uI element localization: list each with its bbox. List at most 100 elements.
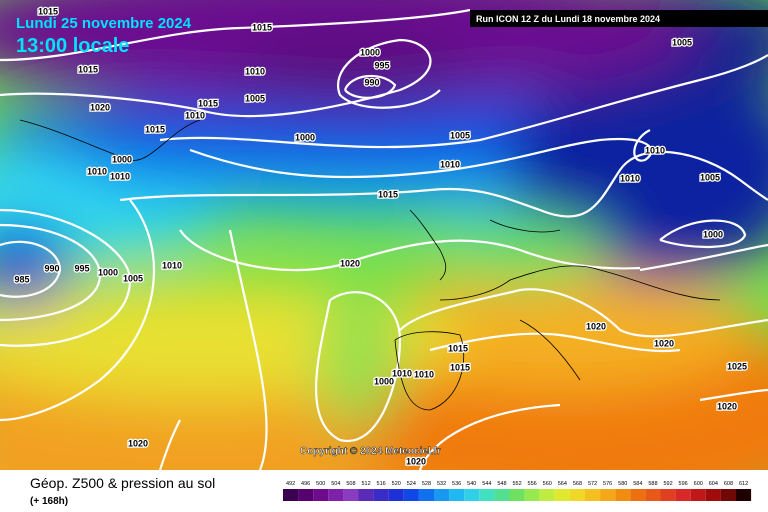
scale-swatch [313, 489, 329, 501]
scale-label: 556 [528, 481, 537, 487]
isobar-label: 1015 [38, 6, 58, 16]
scale-label: 584 [633, 481, 642, 487]
isobar-label: 1025 [727, 361, 747, 371]
isobar-label: 1020 [654, 338, 674, 348]
scale-label: 524 [407, 481, 416, 487]
isobar-label: 990 [44, 263, 59, 273]
isobar-label: 1015 [448, 343, 468, 353]
isobar-label: 985 [14, 274, 29, 284]
scale-label: 568 [573, 481, 582, 487]
scale-label: 612 [739, 481, 748, 487]
scale-swatch [615, 489, 631, 501]
isobar-label: 1000 [374, 376, 394, 386]
scale-label: 572 [588, 481, 597, 487]
scale-swatch [464, 489, 480, 501]
scale-label: 540 [467, 481, 476, 487]
isobar-label: 1010 [440, 159, 460, 169]
scale-label: 508 [346, 481, 355, 487]
scale-label: 500 [316, 481, 325, 487]
isobar-label: 1010 [162, 260, 182, 270]
scale-label: 600 [694, 481, 703, 487]
isobar-label: 1020 [586, 321, 606, 331]
coastlines [19, 119, 721, 411]
scale-swatch [630, 489, 646, 501]
run-label: Run ICON 12 Z du Lundi 18 novembre 2024 [476, 14, 660, 24]
scale-label: 528 [422, 481, 431, 487]
isobar-label: 1010 [414, 369, 434, 379]
scale-label: 576 [603, 481, 612, 487]
isobar-label: 1000 [295, 132, 315, 142]
scale-label: 604 [709, 481, 718, 487]
scale-swatch [298, 489, 314, 501]
footer-title: Géop. Z500 & pression au sol [30, 475, 215, 491]
scale-label: 544 [482, 481, 491, 487]
isobar-label: 1010 [645, 145, 665, 155]
scale-label: 592 [663, 481, 672, 487]
scale-label: 492 [286, 481, 295, 487]
scale-swatch [403, 489, 419, 501]
scale-label: 496 [301, 481, 310, 487]
scale-label: 536 [452, 481, 461, 487]
isobar-label: 1005 [672, 37, 692, 47]
scale-swatch [675, 489, 691, 501]
scale-label: 596 [679, 481, 688, 487]
scale-swatch [343, 489, 359, 501]
isobars [0, 8, 768, 470]
scale-swatch [449, 489, 465, 501]
scale-label: 564 [558, 481, 567, 487]
isobar-labels: 1015 1015 1000 995 990 1010 1005 1015 1020 1015 10… [13, 5, 748, 468]
scale-swatch [479, 489, 495, 501]
scale-swatch [328, 489, 344, 501]
isobar-label: 1000 [112, 154, 132, 164]
scale-label: 512 [361, 481, 370, 487]
scale-label: 588 [648, 481, 657, 487]
isobar-label: 1020 [406, 456, 426, 466]
isobar-label: 990 [364, 77, 379, 87]
scale-swatch [509, 489, 525, 501]
scale-swatch [524, 489, 540, 501]
isobar-label: 1015 [378, 189, 398, 199]
isobar-label: 1015 [145, 124, 165, 134]
footer-lead: (+ 168h) [30, 496, 68, 507]
isobar-label: 995 [74, 263, 89, 273]
scale-swatch [660, 489, 676, 501]
scale-label: 504 [331, 481, 340, 487]
scale-swatch [690, 489, 706, 501]
isobar-label: 1020 [340, 258, 360, 268]
isobar-label: 1000 [98, 267, 118, 277]
scale-label: 532 [437, 481, 446, 487]
scale-label: 552 [512, 481, 521, 487]
scale-label: 560 [543, 481, 552, 487]
isobar-label: 1005 [450, 130, 470, 140]
scale-swatch [554, 489, 570, 501]
scale-swatch [736, 489, 752, 501]
scale-swatch [283, 489, 299, 501]
date-label: Lundi 25 novembre 2024 [16, 15, 192, 32]
color-scale: 492 496 500 504 508 512 516 520 524 528 532 536 540 5… [283, 481, 752, 501]
isobar-label: 1005 [700, 172, 720, 182]
scale-swatch [569, 489, 585, 501]
isobar-label: 1020 [90, 102, 110, 112]
scale-label: 608 [724, 481, 733, 487]
isobar-label: 1000 [360, 47, 380, 57]
isobar-label: 1015 [450, 362, 470, 372]
scale-label: 516 [377, 481, 386, 487]
scale-swatch [585, 489, 601, 501]
scale-swatch [645, 489, 661, 501]
scale-swatch [358, 489, 374, 501]
scale-swatch [600, 489, 616, 501]
isobar-label: 1015 [252, 22, 272, 32]
isobar-label: 1010 [185, 110, 205, 120]
isobar-label: 1005 [245, 93, 265, 103]
scale-swatch [388, 489, 404, 501]
scale-swatch [539, 489, 555, 501]
copyright: Copyright © 2024 Meteociel.fr [300, 446, 441, 457]
isobar-label: 1010 [110, 171, 130, 181]
scale-swatch [418, 489, 434, 501]
scale-swatch [373, 489, 389, 501]
isobar-label: 1015 [198, 98, 218, 108]
isobar-label: 1005 [123, 273, 143, 283]
time-label: 13:00 locale [16, 35, 129, 57]
